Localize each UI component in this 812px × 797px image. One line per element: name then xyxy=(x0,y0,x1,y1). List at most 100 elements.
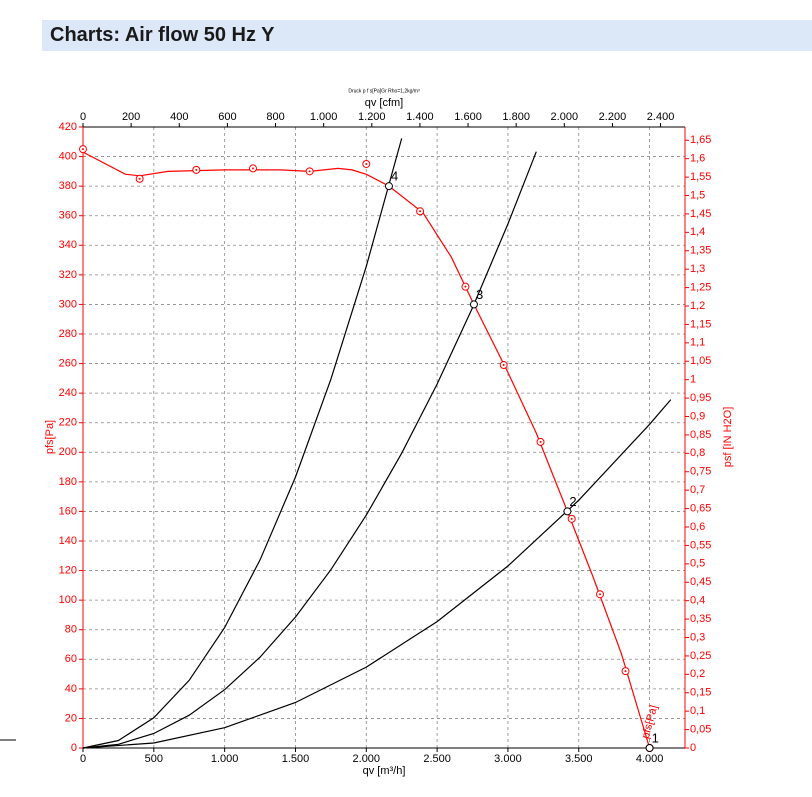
operating-point xyxy=(645,744,654,752)
x2-tick-label: 600 xyxy=(218,111,236,123)
x2-tick-label: 1.000 xyxy=(310,111,338,123)
y2-tick-label: 0,9 xyxy=(690,410,705,422)
x2-tick-label: 1.600 xyxy=(454,111,482,123)
y2-tick-label: 1,05 xyxy=(690,355,711,367)
y-tick-label: 240 xyxy=(59,387,77,399)
point-label: 4 xyxy=(391,169,398,184)
measured-point-dot xyxy=(570,517,573,520)
curve xyxy=(82,151,651,749)
curve xyxy=(82,151,537,749)
chart-title: Druck p f s[Pa]Gr Rho=1,2kg/m³ xyxy=(348,88,420,94)
y-tick-label: 120 xyxy=(59,564,77,576)
y2-tick-label: 0,6 xyxy=(690,521,705,533)
y2-tick-label: 1,4 xyxy=(690,226,705,238)
y2-tick-label: 1,3 xyxy=(690,263,705,275)
y2-tick-label: 0,8 xyxy=(690,447,705,459)
measured-point-dot xyxy=(599,593,602,596)
measured-point-dot xyxy=(251,167,254,170)
x-tick-label: 2.000 xyxy=(353,753,381,765)
y2-tick-label: 1,2 xyxy=(690,300,705,312)
x-axis-label: qv [m³/h] xyxy=(363,765,406,777)
measured-point-dot xyxy=(308,170,311,173)
measured-point-dot xyxy=(419,210,422,213)
y2-tick-label: 0,45 xyxy=(690,576,711,588)
y2-axis-label: psf [IN H2O] xyxy=(722,407,734,468)
point-label: 3 xyxy=(476,287,483,302)
y2-tick-label: 0,1 xyxy=(690,705,705,717)
measured-point-dot xyxy=(464,285,467,288)
point-label: 2 xyxy=(569,494,576,509)
y-tick-label: 260 xyxy=(59,357,77,369)
x2-tick-label: 2.000 xyxy=(551,111,579,123)
y2-tick-label: 0,7 xyxy=(690,484,705,496)
x-tick-label: 4.000 xyxy=(636,753,664,765)
y2-tick-label: 0 xyxy=(690,742,696,754)
x2-tick-label: 0 xyxy=(80,111,86,123)
y-tick-label: 180 xyxy=(59,476,77,488)
y2-tick-label: 1,65 xyxy=(690,134,711,146)
y-tick-label: 100 xyxy=(59,594,77,606)
y2-tick-label: 0,15 xyxy=(690,687,711,699)
measured-point-dot xyxy=(502,364,505,367)
y-tick-label: 220 xyxy=(59,417,77,429)
y-tick-label: 40 xyxy=(65,683,77,695)
y2-tick-label: 0,05 xyxy=(690,723,711,735)
y-tick-label: 160 xyxy=(59,505,77,517)
y-tick-label: 60 xyxy=(65,653,77,665)
y-tick-label: 400 xyxy=(59,150,77,162)
x2-tick-label: 800 xyxy=(266,111,284,123)
x2-tick-label: 1.400 xyxy=(406,111,434,123)
operating-point xyxy=(563,507,572,516)
y-tick-label: 80 xyxy=(65,624,77,636)
y-tick-label: 20 xyxy=(65,712,77,724)
measured-point-dot xyxy=(82,148,84,151)
y2-tick-label: 0,5 xyxy=(690,558,705,570)
y2-tick-label: 1,1 xyxy=(690,337,705,349)
y-tick-label: 280 xyxy=(59,328,77,340)
y-tick-label: 300 xyxy=(59,298,77,310)
y2-tick-label: 0,3 xyxy=(690,631,705,643)
y-axis-label: pfs[Pa] xyxy=(44,420,56,454)
x-tick-label: 1.500 xyxy=(282,753,310,765)
x-tick-label: 3.000 xyxy=(494,753,522,765)
y2-tick-label: 0,65 xyxy=(690,502,711,514)
y-tick-label: 200 xyxy=(59,446,77,458)
curve xyxy=(82,399,672,749)
x-tick-label: 1.000 xyxy=(211,753,239,765)
y-tick-label: 320 xyxy=(59,269,77,281)
x-tick-label: 0 xyxy=(80,753,86,765)
y2-tick-label: 1,5 xyxy=(690,189,705,201)
measured-point-dot xyxy=(624,670,627,673)
y2-tick-label: 1,35 xyxy=(690,245,711,257)
measured-point-dot xyxy=(138,177,141,180)
x2-tick-label: 2.200 xyxy=(599,111,627,123)
x2-axis-label: qv [cfm] xyxy=(365,97,404,109)
y2-tick-label: 0,75 xyxy=(690,466,711,478)
y-tick-label: 360 xyxy=(59,210,77,222)
measured-point-dot xyxy=(365,162,368,165)
x2-tick-label: 1.800 xyxy=(502,111,530,123)
measured-point-dot xyxy=(539,440,542,443)
x2-tick-label: 200 xyxy=(122,111,140,123)
y2-tick-label: 1,45 xyxy=(690,208,711,220)
y2-tick-label: 0,55 xyxy=(690,539,711,551)
y2-tick-label: 0,25 xyxy=(690,650,711,662)
curve xyxy=(82,138,403,749)
x2-tick-label: 1.200 xyxy=(358,111,386,123)
y2-tick-label: 0,35 xyxy=(690,613,711,625)
y2-tick-label: 1,55 xyxy=(690,171,711,183)
header-title: Charts: Air flow 50 Hz Y xyxy=(50,24,275,46)
x-tick-label: 500 xyxy=(145,753,163,765)
header-bar: Charts: Air flow 50 Hz Y xyxy=(42,20,812,51)
y-tick-label: 340 xyxy=(59,239,77,251)
y-tick-label: 420 xyxy=(59,121,77,133)
y2-tick-label: 1,15 xyxy=(690,318,711,330)
y2-tick-label: 0,4 xyxy=(690,595,705,607)
y-tick-label: 140 xyxy=(59,535,77,547)
y2-tick-label: 0,85 xyxy=(690,429,711,441)
y2-tick-label: 1 xyxy=(690,374,696,386)
y2-tick-label: 1,6 xyxy=(690,153,705,165)
operating-point xyxy=(384,182,393,191)
